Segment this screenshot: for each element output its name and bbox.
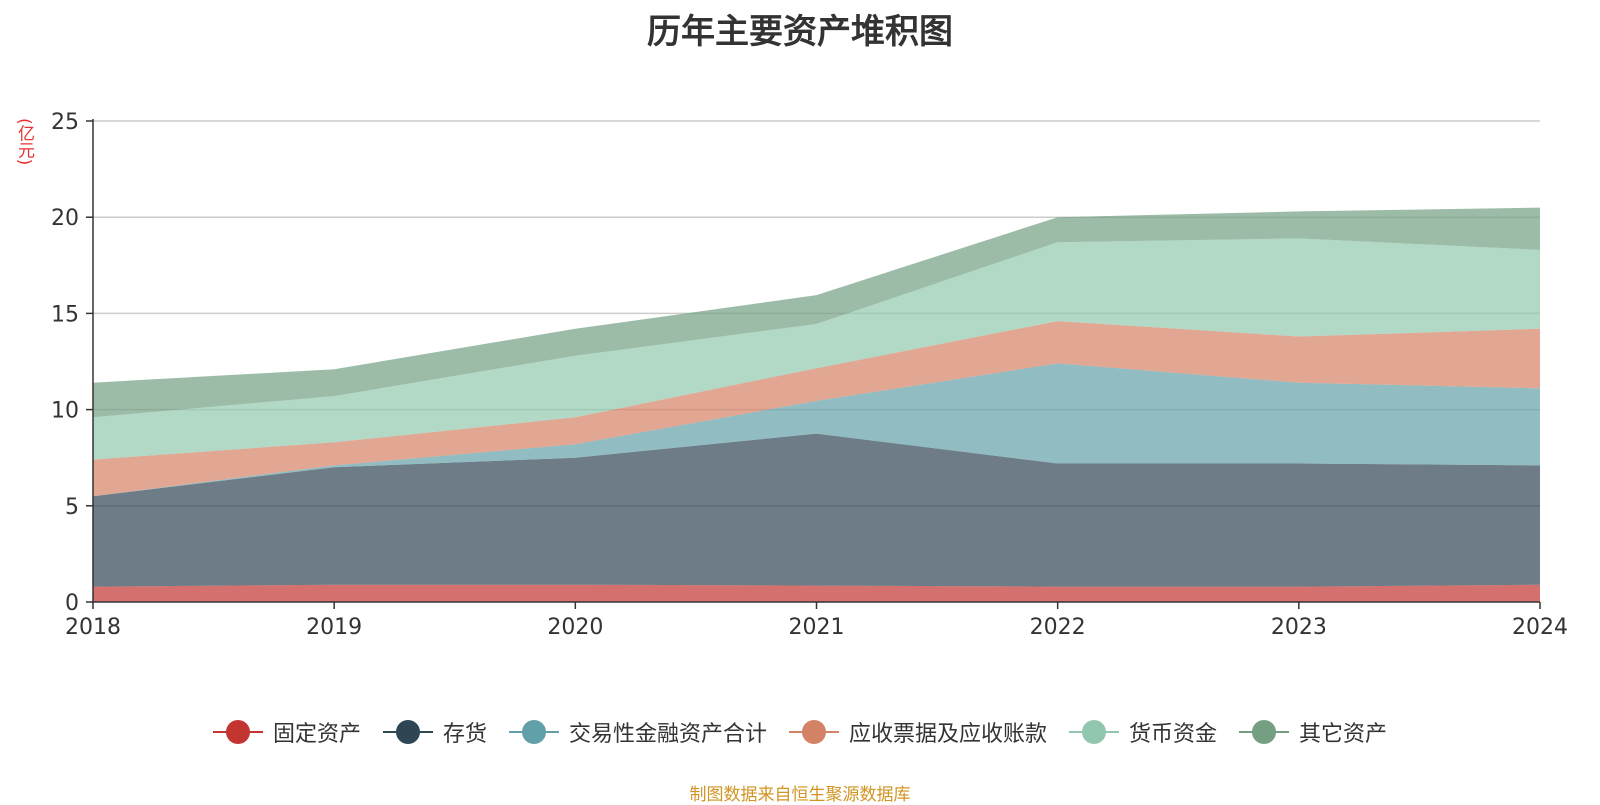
legend-label: 存货 <box>442 722 487 747</box>
chart-title: 历年主要资产堆积图 <box>647 12 953 52</box>
x-tick-label-2024: 2024 <box>1512 615 1568 640</box>
legend-marker-icon <box>382 720 433 744</box>
legend-marker-icon <box>1069 720 1120 744</box>
legend: 固定资产 存货 交易性金融资产合计 应收票据及应收账款 货币资金 其它资产 <box>0 716 1600 748</box>
source-note: 制图数据来自恒生聚源数据库 <box>689 785 911 805</box>
area-series-1 <box>93 433 1540 587</box>
legend-item-1[interactable]: 存货 <box>382 716 487 748</box>
area-series-4 <box>93 238 1540 460</box>
y-tick-label-10: 10 <box>51 399 79 424</box>
area-series-2 <box>93 363 1540 497</box>
x-tick-label-2019: 2019 <box>306 615 362 640</box>
area-series-5 <box>93 207 1540 418</box>
x-tick-label-2018: 2018 <box>65 615 121 640</box>
legend-label: 货币资金 <box>1129 722 1218 747</box>
legend-item-5[interactable]: 其它资产 <box>1239 716 1387 748</box>
legend-item-3[interactable]: 应收票据及应收账款 <box>789 716 1047 748</box>
legend-item-2[interactable]: 交易性金融资产合计 <box>508 716 767 748</box>
legend-marker-dot <box>802 720 826 744</box>
area-series-3 <box>93 321 1540 497</box>
legend-item-0[interactable]: 固定资产 <box>212 716 361 748</box>
legend-marker-icon <box>212 720 263 744</box>
y-tick-label-0: 0 <box>65 591 79 616</box>
legend-marker-dot <box>1082 720 1107 744</box>
legend-marker-icon <box>508 720 559 744</box>
x-tick-label-2020: 2020 <box>547 615 603 640</box>
legend-item-4[interactable]: 货币资金 <box>1069 716 1217 748</box>
y-tick-label-5: 5 <box>65 495 79 520</box>
y-axis-unit-label: (亿元) <box>14 118 34 166</box>
y-tick-label-15: 15 <box>51 302 79 327</box>
legend-marker-dot <box>395 720 420 744</box>
legend-marker-dot <box>1252 720 1277 744</box>
legend-label: 固定资产 <box>272 722 361 747</box>
legend-label: 应收票据及应收账款 <box>849 722 1048 747</box>
x-tick-label-2023: 2023 <box>1271 615 1327 640</box>
x-tick-label-2022: 2022 <box>1030 615 1086 640</box>
area-series-0 <box>93 584 1540 602</box>
axes <box>86 119 1541 609</box>
legend-marker-icon <box>789 720 839 744</box>
x-tick-label-2021: 2021 <box>789 615 845 640</box>
tick-labels: 0 5 10 15 20 25 2018 2019 2020 2021 2022 2023 2024 <box>51 110 1568 640</box>
legend-label: 其它资产 <box>1299 722 1388 747</box>
legend-marker-dot <box>225 720 250 744</box>
y-tick-label-25: 25 <box>51 110 79 135</box>
area-series <box>93 207 1540 602</box>
y-tick-label-20: 20 <box>51 206 79 231</box>
legend-marker-dot <box>521 720 546 744</box>
legend-label: 交易性金融资产合计 <box>568 722 767 747</box>
legend-marker-icon <box>1239 720 1290 744</box>
